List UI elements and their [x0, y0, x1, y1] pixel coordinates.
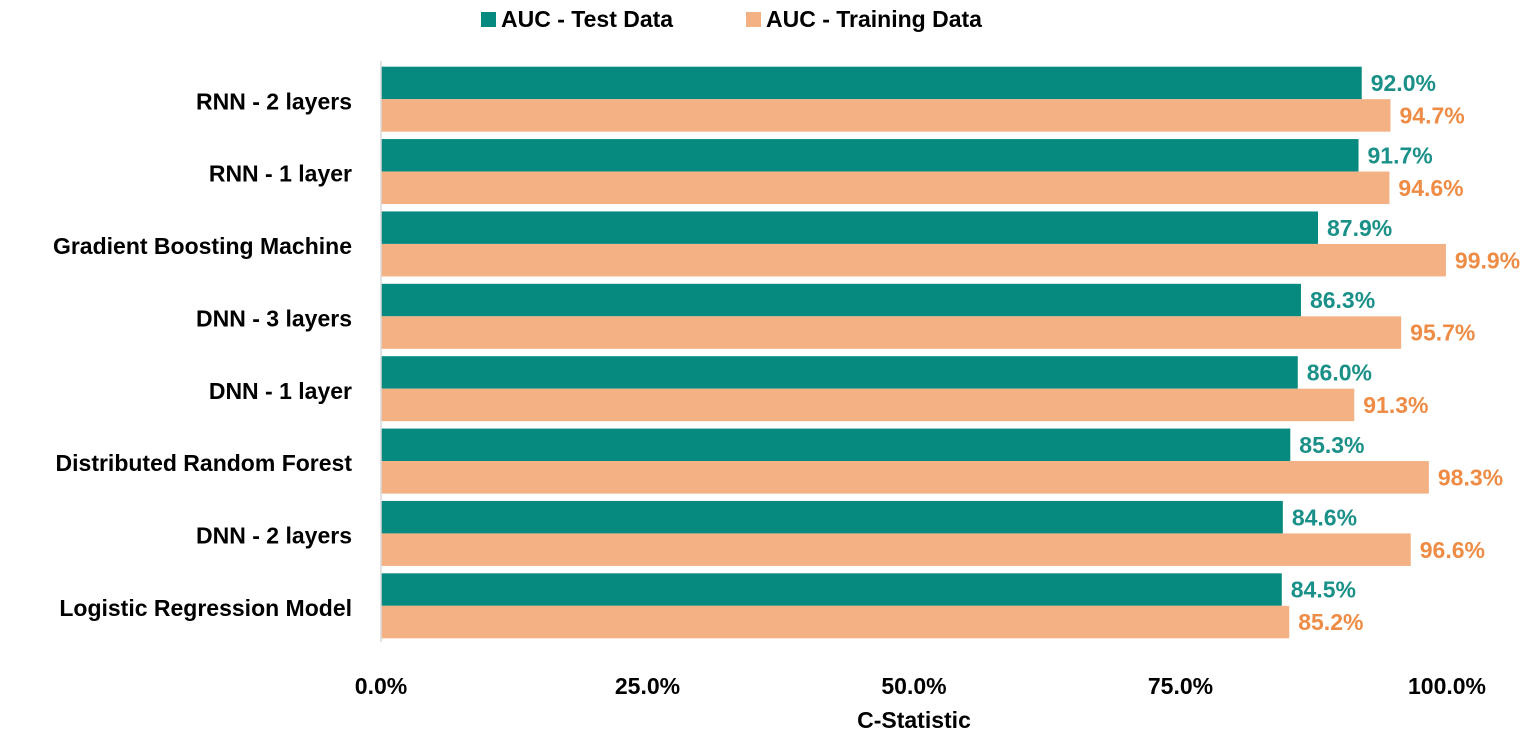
- bar: [381, 461, 1429, 494]
- value-label: 85.2%: [1298, 609, 1363, 635]
- value-label: 96.6%: [1420, 537, 1485, 563]
- bar: [381, 139, 1359, 172]
- legend-swatch: [746, 12, 761, 27]
- bar: [381, 99, 1391, 132]
- value-label: 84.5%: [1291, 577, 1356, 603]
- y-tick-label: DNN - 2 layers: [196, 523, 352, 549]
- value-label: 95.7%: [1410, 320, 1475, 346]
- x-axis-title: C-Statistic: [857, 707, 971, 733]
- value-label: 86.0%: [1307, 360, 1372, 386]
- value-label: 98.3%: [1438, 464, 1503, 490]
- value-label: 91.7%: [1368, 142, 1433, 168]
- bar: [381, 283, 1301, 317]
- legend-swatch: [481, 12, 496, 27]
- value-label: 94.6%: [1398, 175, 1463, 201]
- bar: [381, 388, 1355, 422]
- value-label: 84.6%: [1292, 504, 1357, 530]
- bar: [381, 171, 1390, 205]
- x-tick-label: 100.0%: [1408, 673, 1486, 699]
- x-tick-label: 75.0%: [1148, 673, 1213, 699]
- bar: [381, 243, 1446, 277]
- bar: [381, 428, 1291, 462]
- bar: [381, 316, 1402, 349]
- y-tick-label: RNN - 1 layer: [209, 161, 352, 187]
- value-label: 92.0%: [1371, 70, 1436, 96]
- y-tick-label: Distributed Random Forest: [56, 450, 353, 476]
- value-label: 91.3%: [1363, 392, 1428, 418]
- y-tick-label: DNN - 1 layer: [209, 378, 352, 404]
- legend-label: AUC - Test Data: [501, 6, 673, 32]
- y-tick-label: Logistic Regression Model: [59, 595, 352, 621]
- bar: [381, 66, 1362, 100]
- bar: [381, 356, 1298, 389]
- bar: [381, 533, 1411, 566]
- bar: [381, 500, 1283, 534]
- value-label: 87.9%: [1327, 215, 1392, 241]
- bar: [381, 573, 1282, 606]
- value-label: 85.3%: [1299, 432, 1364, 458]
- legend-label: AUC - Training Data: [766, 6, 982, 32]
- x-tick-label: 0.0%: [355, 673, 407, 699]
- value-label: 94.7%: [1400, 103, 1465, 129]
- value-label: 86.3%: [1310, 287, 1375, 313]
- bar: [381, 605, 1290, 639]
- y-tick-label: Gradient Boosting Machine: [53, 233, 352, 259]
- bar: [381, 211, 1319, 244]
- value-label: 99.9%: [1455, 247, 1520, 273]
- y-tick-label: DNN - 3 layers: [196, 305, 352, 331]
- x-tick-label: 50.0%: [881, 673, 946, 699]
- y-tick-label: RNN - 2 layers: [196, 88, 352, 114]
- x-tick-label: 25.0%: [615, 673, 680, 699]
